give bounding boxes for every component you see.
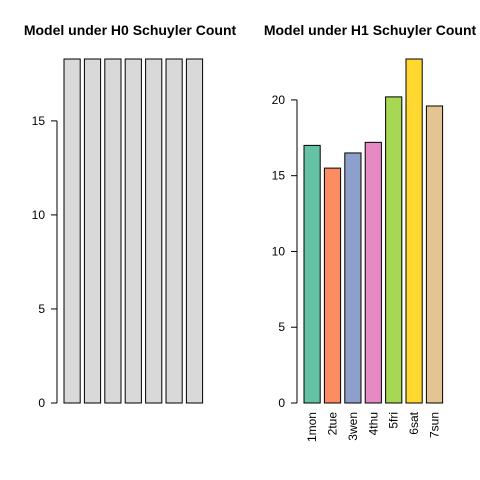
chart-title-h0: Model under H0 Schuyler Count bbox=[24, 22, 237, 38]
bar-h0-3wen bbox=[104, 58, 122, 404]
x-tick-label-h1-7sun: 7sun bbox=[428, 412, 442, 438]
bar-h0-2tue bbox=[83, 58, 102, 404]
x-tick-label-h1-3wen: 3wen bbox=[346, 412, 360, 441]
y-tick-label-h0-5: 5 bbox=[38, 302, 45, 316]
y-tick-label-h1-15: 15 bbox=[272, 169, 286, 183]
bar-h0-7sun bbox=[185, 58, 204, 404]
x-tick-label-h1-2tue: 2tue bbox=[326, 412, 340, 436]
y-tick-label-h0-10: 10 bbox=[32, 208, 46, 222]
bar-h0-1mon bbox=[63, 58, 81, 404]
bar-h1-3wen bbox=[344, 152, 362, 404]
chart-panel-h1: Model under H1 Schuyler Count 1mon 2tue 3w… bbox=[264, 22, 477, 442]
bar-h1-7sun bbox=[425, 105, 444, 404]
bar-h0-5fri bbox=[145, 58, 163, 404]
y-tick-label-h0-0: 0 bbox=[38, 396, 45, 410]
bar-h1-5fri bbox=[385, 96, 403, 404]
bar-h1-1mon bbox=[303, 144, 321, 404]
y-tick-label-h1-20: 20 bbox=[272, 93, 286, 107]
bar-h0-6sat bbox=[165, 58, 183, 404]
bar-h1-2tue bbox=[323, 167, 342, 404]
chart-title-h1: Model under H1 Schuyler Count bbox=[264, 22, 477, 38]
bar-h1-4thu bbox=[364, 141, 382, 404]
bar-h0-4thu bbox=[124, 58, 142, 404]
x-tick-label-h1-6sat: 6sat bbox=[407, 411, 421, 434]
x-tick-label-h1-5fri: 5fri bbox=[387, 412, 401, 429]
chart-panel-h0: Model under H0 Schuyler Count 0 5 10 15 bbox=[24, 22, 237, 410]
y-tick-label-h1-10: 10 bbox=[272, 244, 286, 258]
x-tick-label-h1-4thu: 4thu bbox=[366, 412, 380, 435]
x-tick-label-h1-1mon: 1mon bbox=[305, 412, 319, 442]
y-tick-label-h0-15: 15 bbox=[32, 114, 46, 128]
y-tick-label-h1-0: 0 bbox=[278, 396, 285, 410]
y-tick-label-h1-5: 5 bbox=[278, 320, 285, 334]
bar-h1-6sat bbox=[405, 58, 423, 404]
